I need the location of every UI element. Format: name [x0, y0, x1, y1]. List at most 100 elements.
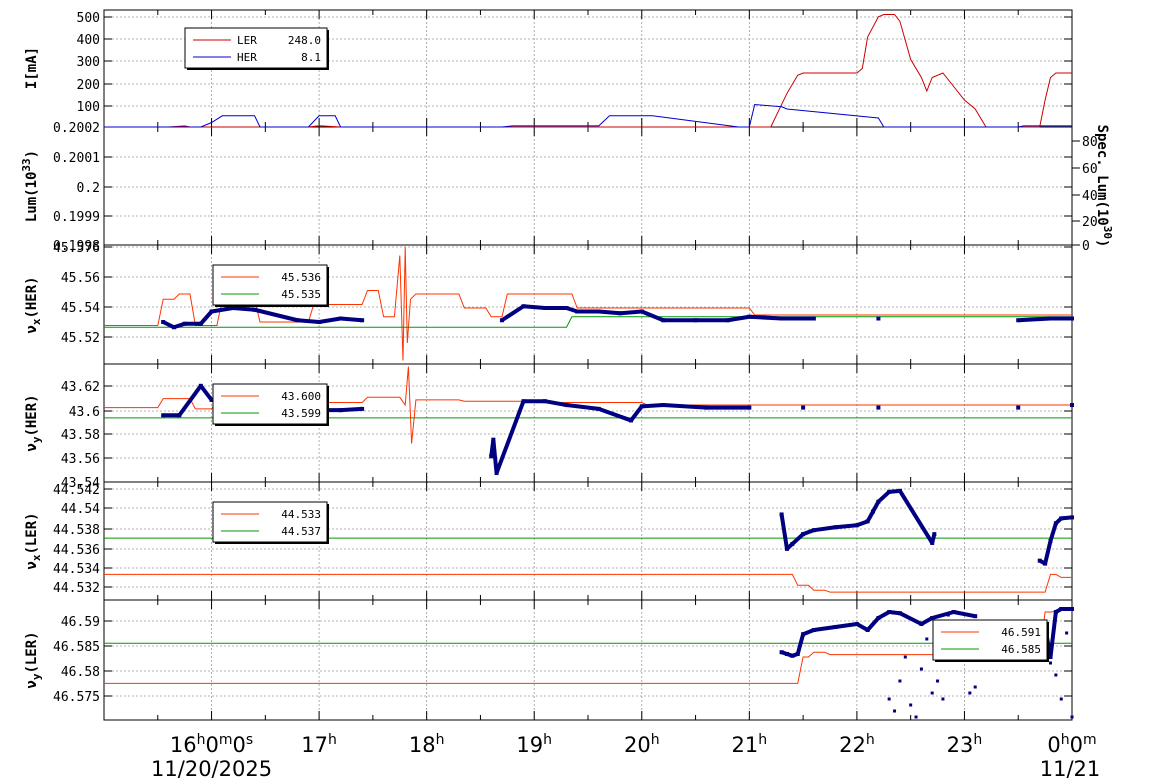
measured-tune-4 — [663, 403, 707, 410]
measured-tune-point — [521, 399, 526, 404]
scatter-point — [898, 679, 902, 683]
measured-tune-point — [951, 610, 956, 614]
measured-tune-point — [801, 632, 806, 637]
her-line-1 — [104, 103, 1072, 128]
series-2-line-3 — [104, 316, 1072, 328]
measured-tune-3 — [749, 314, 782, 321]
measured-tune-point — [171, 325, 176, 330]
scatter-point — [936, 679, 940, 683]
y-tick-label: 44.534 — [53, 562, 100, 577]
measured-tune-point — [1037, 558, 1042, 563]
measured-tune-point — [784, 652, 789, 656]
x-tick-label: 18h — [409, 732, 445, 757]
measured-tune-3 — [620, 309, 642, 316]
y-axis-title: νx(LER) — [24, 512, 43, 569]
measured-tune-point — [1059, 516, 1064, 521]
measured-tune-point — [639, 309, 644, 314]
legend-value: 45.535 — [281, 288, 321, 301]
measured-tune-point — [494, 471, 499, 476]
y-tick-label: 200 — [77, 78, 100, 93]
measured-tune-point — [811, 528, 816, 533]
scatter-point — [887, 697, 891, 701]
measured-tune-point — [854, 523, 859, 528]
scatter-point — [1059, 697, 1063, 701]
measured-tune-point — [930, 616, 935, 620]
measured-tune-point — [779, 316, 784, 321]
measured-tune-3 — [199, 310, 214, 326]
measured-tune-5 — [779, 514, 789, 550]
measured-tune-point-group — [161, 304, 1074, 330]
legend-value: 43.600 — [281, 390, 321, 403]
nuy-ler-measured — [1048, 611, 1058, 658]
measured-tune-point — [161, 413, 166, 418]
y-tick-label: 43.54 — [61, 476, 100, 491]
legend-label: HER — [237, 51, 257, 64]
measured-tune-point — [790, 541, 795, 546]
measured-tune-point — [1043, 561, 1048, 566]
measured-tune-4 — [641, 403, 664, 409]
measured-tune-point — [198, 383, 203, 388]
measured-tune-point — [795, 652, 800, 656]
measured-tune-point — [542, 399, 547, 404]
y-tick-label: 44.54 — [61, 502, 100, 517]
measured-tune-point — [182, 321, 187, 326]
y-tick-label: 0.2002 — [53, 121, 100, 136]
measured-tune-point — [973, 614, 978, 619]
measured-tune-point — [876, 316, 881, 321]
measured-tune-3 — [318, 316, 341, 324]
scatter-point — [968, 691, 972, 695]
y-tick-label: 44.532 — [53, 581, 100, 596]
measured-tune-4 — [629, 405, 644, 422]
y-tick-label: 44.538 — [53, 523, 100, 538]
measured-tune-4 — [544, 399, 567, 408]
measured-tune-4 — [491, 439, 499, 474]
measured-tune-point — [360, 318, 365, 323]
scatter-point — [941, 697, 945, 701]
legend-value: 45.536 — [281, 271, 321, 284]
panel-frame — [103, 126, 1073, 246]
measured-tune-point — [930, 540, 935, 545]
measured-tune-5 — [1043, 540, 1053, 565]
scatter-point — [925, 637, 929, 641]
legend-3: 45.536 45.535 — [212, 264, 329, 307]
measured-tune-point — [198, 321, 203, 326]
legend-box — [212, 383, 328, 425]
legend-value: 44.533 — [281, 508, 321, 521]
measured-tune-4 — [340, 406, 363, 413]
measured-tune-4 — [494, 400, 526, 474]
measured-tune-point — [209, 309, 214, 314]
measured-tune-4 — [598, 407, 632, 423]
measured-tune-point — [876, 405, 881, 410]
x-tick-label: 0h0m — [1047, 732, 1096, 757]
measured-tune-point — [801, 532, 806, 537]
legend-6: 46.591 46.585 — [932, 619, 1049, 662]
measured-tune-5 — [898, 489, 934, 545]
y-tick-label: 46.58 — [61, 665, 100, 680]
x-tick-label: 17h — [301, 732, 337, 757]
legend-5: 44.533 44.537 — [212, 501, 329, 544]
measured-tune-3 — [500, 304, 525, 322]
measured-tune-point — [897, 611, 902, 616]
y-tick-label: 46.585 — [53, 640, 100, 655]
y2-tick-label: 40 — [1082, 189, 1098, 204]
measured-tune-point — [919, 622, 924, 626]
y-tick-label: 45.54 — [61, 301, 100, 316]
y2-tick-label: 0 — [1082, 239, 1090, 254]
measured-tune-point — [897, 488, 902, 493]
scatter-point — [973, 685, 977, 689]
series-1-line-3 — [104, 246, 1072, 361]
measured-tune-5 — [813, 525, 836, 533]
y-axis-title: νy(HER) — [24, 394, 43, 451]
scatter-point — [930, 691, 934, 695]
y-tick-label: 0.1999 — [53, 210, 100, 225]
measured-tune-point — [564, 403, 569, 408]
measured-tune-4 — [566, 403, 599, 411]
measured-tune-point — [1053, 521, 1058, 526]
y-axis-title: I[mA] — [24, 47, 40, 89]
legend-box — [212, 264, 328, 306]
legend-value: 43.599 — [281, 407, 321, 420]
y-tick-label: 46.59 — [61, 615, 100, 630]
measured-tune-point — [865, 519, 870, 524]
measured-tune-3 — [1018, 316, 1051, 323]
